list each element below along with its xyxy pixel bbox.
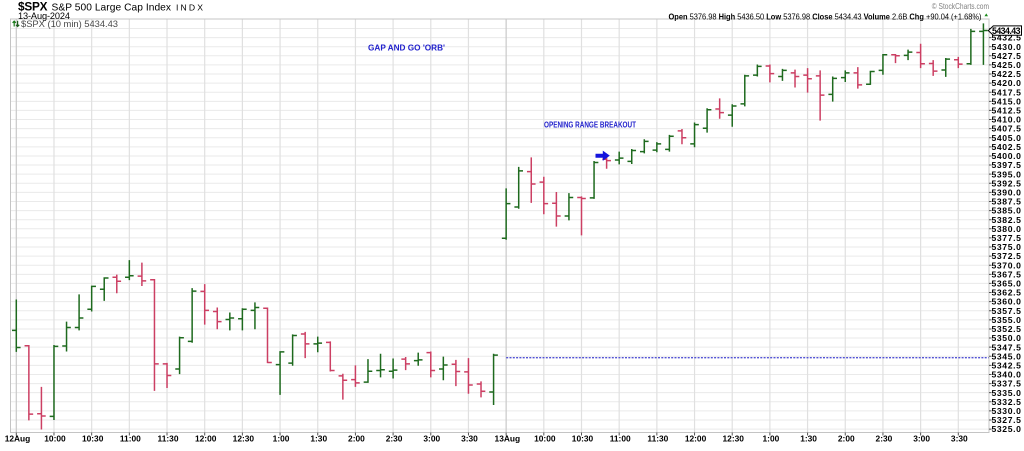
svg-text:5427.5: 5427.5 xyxy=(992,51,1022,61)
svg-text:5327.5: 5327.5 xyxy=(992,415,1022,425)
svg-text:10:30: 10:30 xyxy=(82,434,104,444)
svg-text:3:00: 3:00 xyxy=(423,434,440,444)
svg-text:5342.5: 5342.5 xyxy=(992,360,1022,370)
svg-text:12:00: 12:00 xyxy=(685,434,707,444)
svg-text:1:00: 1:00 xyxy=(763,434,780,444)
svg-text:5370.0: 5370.0 xyxy=(992,260,1022,270)
svg-text:11:30: 11:30 xyxy=(647,434,668,444)
svg-text:5434.43: 5434.43 xyxy=(992,26,1021,36)
svg-text:5432.5: 5432.5 xyxy=(992,33,1022,43)
svg-text:5405.0: 5405.0 xyxy=(992,133,1022,143)
svg-text:5345.0: 5345.0 xyxy=(992,351,1022,361)
svg-text:10:00: 10:00 xyxy=(534,434,556,444)
svg-text:5377.5: 5377.5 xyxy=(992,233,1022,243)
svg-text:5375.0: 5375.0 xyxy=(992,242,1022,252)
svg-text:5337.5: 5337.5 xyxy=(992,379,1022,389)
svg-text:10:00: 10:00 xyxy=(44,434,66,444)
svg-text:2:00: 2:00 xyxy=(838,434,855,444)
svg-text:5352.5: 5352.5 xyxy=(992,324,1022,334)
svg-text:12Aug: 12Aug xyxy=(5,434,31,444)
svg-text:11:30: 11:30 xyxy=(158,434,179,444)
svg-text:12:00: 12:00 xyxy=(195,434,217,444)
svg-text:5400.0: 5400.0 xyxy=(992,151,1022,161)
svg-text:OPENING RANGE BREAKOUT: OPENING RANGE BREAKOUT xyxy=(544,120,637,130)
svg-text:11:00: 11:00 xyxy=(120,434,141,444)
svg-text:3:30: 3:30 xyxy=(461,434,478,444)
svg-text:5340.0: 5340.0 xyxy=(992,370,1022,380)
svg-text:5402.5: 5402.5 xyxy=(992,142,1022,152)
svg-text:5385.0: 5385.0 xyxy=(992,206,1022,216)
svg-text:5415.0: 5415.0 xyxy=(992,96,1022,106)
svg-text:5410.0: 5410.0 xyxy=(992,115,1022,125)
svg-text:5330.0: 5330.0 xyxy=(992,406,1022,416)
svg-text:2:30: 2:30 xyxy=(386,434,403,444)
svg-text:INDX: INDX xyxy=(176,3,203,13)
svg-text:5367.5: 5367.5 xyxy=(992,269,1022,279)
svg-text:3:30: 3:30 xyxy=(951,434,968,444)
svg-text:5390.0: 5390.0 xyxy=(992,187,1022,197)
svg-text:$SPX (10 min) 5434.43: $SPX (10 min) 5434.43 xyxy=(21,18,118,29)
svg-text:Open 5376.98 High 5436.50 Low: Open 5376.98 High 5436.50 Low 5376.98 Cl… xyxy=(669,12,982,22)
svg-text:5365.0: 5365.0 xyxy=(992,279,1022,289)
svg-text:5425.0: 5425.0 xyxy=(992,60,1022,70)
svg-text:1:30: 1:30 xyxy=(800,434,817,444)
svg-text:S&P 500 Large Cap Index: S&P 500 Large Cap Index xyxy=(52,3,172,14)
svg-text:5417.5: 5417.5 xyxy=(992,87,1022,97)
svg-text:11:00: 11:00 xyxy=(610,434,631,444)
svg-text:5395.0: 5395.0 xyxy=(992,169,1022,179)
svg-text:5397.5: 5397.5 xyxy=(992,160,1022,170)
svg-text:13-Aug-2024: 13-Aug-2024 xyxy=(18,11,70,21)
svg-text:$SPX: $SPX xyxy=(18,0,48,14)
svg-text:1:30: 1:30 xyxy=(310,434,327,444)
svg-text:© StockCharts.com: © StockCharts.com xyxy=(932,1,989,11)
svg-text:2:30: 2:30 xyxy=(876,434,893,444)
svg-text:5332.5: 5332.5 xyxy=(992,397,1022,407)
svg-text:5420.0: 5420.0 xyxy=(992,78,1022,88)
svg-text:3:00: 3:00 xyxy=(913,434,930,444)
svg-text:10:30: 10:30 xyxy=(572,434,594,444)
svg-text:5412.5: 5412.5 xyxy=(992,106,1022,116)
svg-text:5362.5: 5362.5 xyxy=(992,288,1022,298)
svg-text:5372.5: 5372.5 xyxy=(992,251,1022,261)
svg-text:5382.5: 5382.5 xyxy=(992,215,1022,225)
svg-text:5350.0: 5350.0 xyxy=(992,333,1022,343)
svg-text:5392.5: 5392.5 xyxy=(992,178,1022,188)
svg-text:12:30: 12:30 xyxy=(233,434,255,444)
svg-text:5387.5: 5387.5 xyxy=(992,197,1022,207)
svg-text:1:00: 1:00 xyxy=(273,434,290,444)
svg-text:5430.0: 5430.0 xyxy=(992,42,1022,52)
svg-text:5422.5: 5422.5 xyxy=(992,69,1022,79)
svg-text:GAP AND GO 'ORB': GAP AND GO 'ORB' xyxy=(368,43,445,53)
svg-text:5335.0: 5335.0 xyxy=(992,388,1022,398)
svg-text:13Aug: 13Aug xyxy=(495,434,521,444)
svg-text:5407.5: 5407.5 xyxy=(992,124,1022,134)
svg-text:5380.0: 5380.0 xyxy=(992,224,1022,234)
svg-text:12:30: 12:30 xyxy=(723,434,745,444)
svg-text:5325.0: 5325.0 xyxy=(992,424,1022,434)
svg-text:5355.0: 5355.0 xyxy=(992,315,1022,325)
svg-text:2:00: 2:00 xyxy=(348,434,365,444)
svg-text:5360.0: 5360.0 xyxy=(992,297,1022,307)
svg-text:5357.5: 5357.5 xyxy=(992,306,1022,316)
svg-text:5347.5: 5347.5 xyxy=(992,342,1022,352)
